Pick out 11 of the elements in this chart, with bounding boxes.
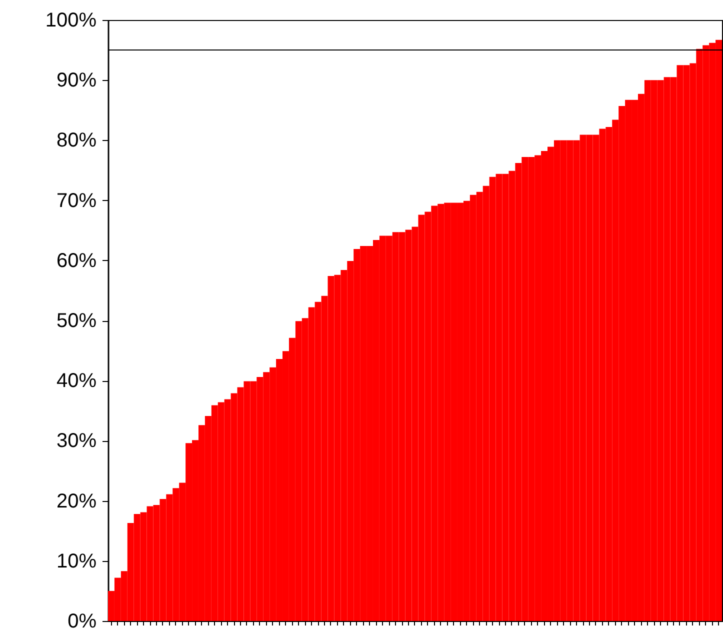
y-tick-label: 100% <box>45 10 97 32</box>
y-tick-label: 50% <box>56 310 97 332</box>
y-tick-label: 60% <box>56 250 97 272</box>
y-tick-label: 40% <box>56 370 97 392</box>
y-tick-label: 10% <box>56 550 97 572</box>
y-tick-label: 20% <box>56 490 97 512</box>
y-tick-label: 0% <box>68 610 97 631</box>
y-tick-label: 70% <box>56 190 97 212</box>
y-tick-label: 30% <box>56 430 97 452</box>
y-tick-label: 80% <box>56 130 97 152</box>
y-tick-label: 90% <box>56 70 97 92</box>
